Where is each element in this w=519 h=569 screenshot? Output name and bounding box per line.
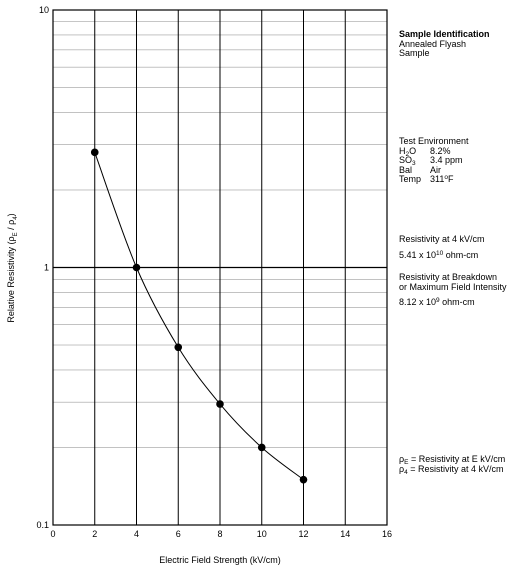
h2o-a: H <box>399 145 406 156</box>
resbd-heading-2: or Maximum Field Intensity <box>399 281 507 292</box>
env-so3-label: SO3 <box>399 155 430 167</box>
x-tick-label: 8 <box>217 529 222 539</box>
x-tick-label: 0 <box>50 529 55 539</box>
env-bal-value: Air <box>430 164 441 175</box>
env-h2o-label: H2O <box>399 145 430 158</box>
x-tick-label: 12 <box>298 529 308 539</box>
resbd-heading-1: Resistivity at Breakdown <box>399 272 498 282</box>
x-tick-label: 4 <box>134 529 139 539</box>
y-tick-label: 10 <box>39 5 49 15</box>
data-point <box>174 343 183 352</box>
symbol-legend: ρE = Resistivity at E kV/cm ρ4 = Resisti… <box>399 454 506 476</box>
data-point <box>216 400 224 408</box>
y-axis-label-rho-4: ρ <box>6 220 16 225</box>
env-h2o-value: 8.2% <box>430 145 451 156</box>
legend-rho-e-sub: E <box>404 459 409 466</box>
sample-identification: Sample Identification Annealed Flyash Sa… <box>399 29 490 59</box>
resistivity-curve <box>94 152 304 481</box>
x-tick-label: 14 <box>340 529 350 539</box>
h2o-b: O <box>409 145 417 156</box>
sample-line-2: Sample <box>399 48 430 58</box>
y-axis-label-main: Relative Resistivity ( <box>6 242 16 323</box>
legend-rho-4-text: = Resistivity at 4 kV/cm <box>407 463 504 474</box>
so3-a: SO <box>399 155 413 165</box>
sample-heading: Sample Identification <box>399 29 490 39</box>
env-temp-label: Temp <box>399 174 422 184</box>
legend-rho-4: ρ4 = Resistivity at 4 kV/cm <box>399 463 505 476</box>
legend-rho-e-text: = Resistivity at E kV/cm <box>408 454 506 464</box>
env-h2o-row: H2O 8.2% <box>399 145 469 158</box>
data-point <box>257 443 266 452</box>
temp-a: 311 <box>430 174 445 184</box>
so3-sub: 3 <box>412 160 416 167</box>
res4-a: 5.41 x 10 <box>399 249 437 260</box>
environment-heading: Test Environment <box>399 136 469 146</box>
res4-b: ohm-cm <box>443 249 479 260</box>
y-axis-label-rho-e: ρ <box>6 236 16 241</box>
resbd-value: 8.12 x 109 ohm-cm <box>399 297 507 308</box>
test-environment: Test Environment H2O 8.2% SO3 3.4 ppm Ba… <box>399 136 469 185</box>
y-axis-label-close: ) <box>6 213 16 216</box>
y-tick-label: 1 <box>44 263 49 273</box>
resbd-a: 8.12 x 10 <box>399 297 437 307</box>
y-axis-label-sub-4: 4 <box>13 216 19 220</box>
env-bal-label: Bal <box>399 164 413 175</box>
resistivity-at-breakdown: Resistivity at Breakdown or Maximum Fiel… <box>399 272 507 308</box>
temp-sup: o <box>444 174 448 181</box>
legend-rho-4-symbol: ρ <box>399 463 405 474</box>
env-so3-value: 3.4 ppm <box>430 155 463 165</box>
res4-sup: 10 <box>436 249 444 257</box>
legend-rho-4-sub: 4 <box>404 468 408 476</box>
sample-line-1: Annealed Flyash <box>399 38 467 49</box>
x-tick-label: 2 <box>92 529 97 539</box>
data-point <box>90 148 99 157</box>
resistivity-at-4: Resistivity at 4 kV/cm 5.41 x 1010 ohm-c… <box>399 234 485 261</box>
env-so3-row: SO3 3.4 ppm <box>399 155 469 167</box>
res4-heading: Resistivity at 4 kV/cm <box>399 234 485 244</box>
res4-value: 5.41 x 1010 ohm-cm <box>399 249 485 261</box>
env-temp-value: 311oF <box>430 174 454 185</box>
y-axis-label-sub-e: E <box>13 232 19 236</box>
data-points <box>90 148 308 484</box>
axis-ticks: 0 2 4 6 8 10 12 14 16 10 1 0.1 <box>36 5 392 539</box>
legend-rho-e-symbol: ρ <box>399 454 405 464</box>
resbd-sup: 9 <box>436 297 440 304</box>
resbd-b: ohm-cm <box>439 297 475 307</box>
data-point <box>132 263 141 272</box>
h2o-sub: 2 <box>405 150 410 158</box>
env-temp-row: Temp 311oF <box>399 174 469 185</box>
temp-b: F <box>447 174 454 184</box>
plot-frame <box>52 9 388 526</box>
env-bal-row: Bal Air <box>399 164 469 176</box>
x-axis-label: Electric Field Strength (kV/cm) <box>159 555 281 565</box>
y-axis-label: Relative Resistivity (ρE / ρ4) <box>6 213 19 322</box>
y-axis-label-sep: / <box>6 225 16 233</box>
x-tick-label: 10 <box>257 529 267 539</box>
x-tick-label: 6 <box>176 529 181 539</box>
x-tick-label: 16 <box>382 529 392 539</box>
legend-rho-e: ρE = Resistivity at E kV/cm <box>399 454 506 466</box>
data-point <box>299 475 308 484</box>
grid-lines <box>53 10 387 525</box>
y-tick-label: 0.1 <box>36 520 49 530</box>
